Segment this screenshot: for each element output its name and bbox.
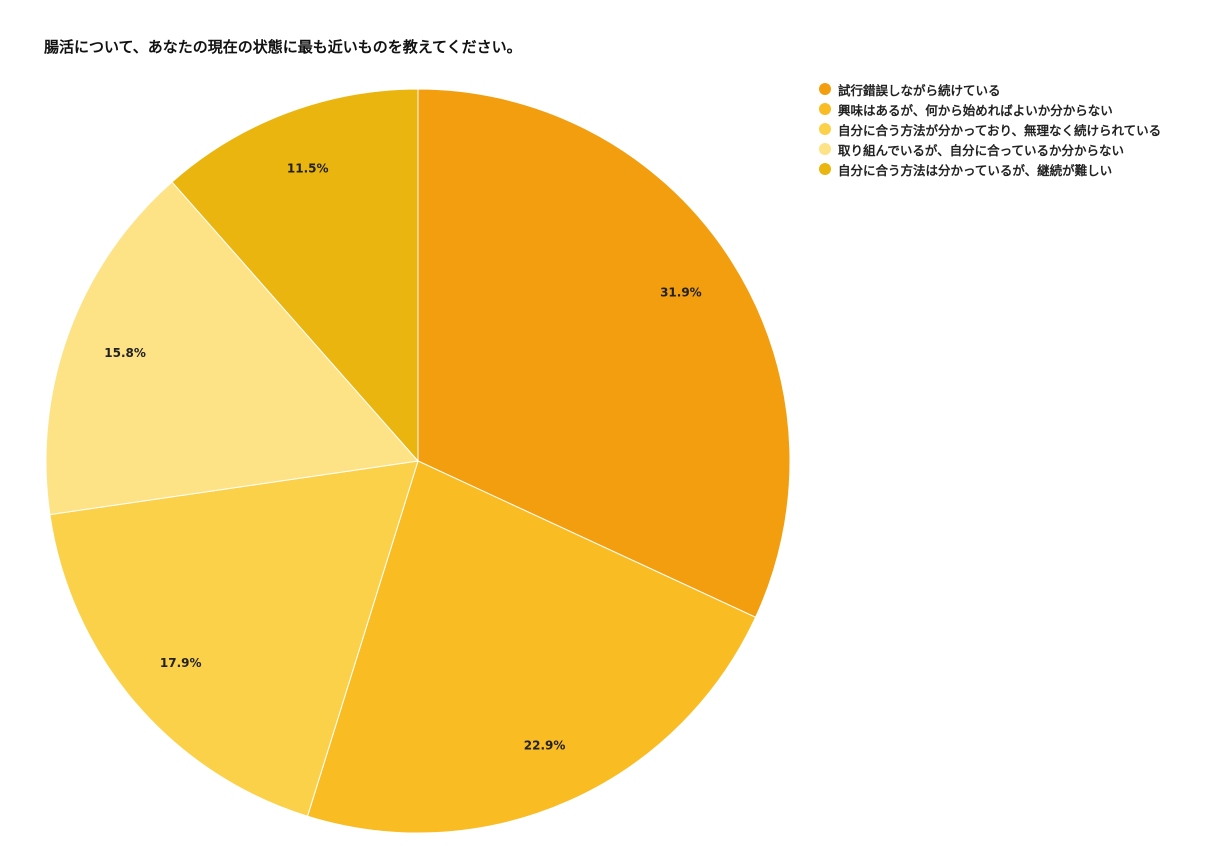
legend: 試行錯誤しながら続けている 興味はあるが、何から始めればよいか分からない 自分に合う…	[819, 79, 1161, 179]
legend-item-3: 自分に合う方法が分かっており、無理なく続けられている	[819, 119, 1161, 139]
legend-label: 自分に合う方法が分かっており、無理なく続けられている	[838, 122, 1162, 138]
legend-label: 興味はあるが、何から始めればよいか分からない	[838, 102, 1113, 118]
pie-slice-2	[306, 460, 757, 834]
legend-swatch-icon	[819, 163, 831, 175]
legend-swatch-icon	[819, 143, 831, 155]
pie-labels: 31.9% 22.9% 17.9% 15.8% 11.5%	[104, 162, 701, 753]
legend-label: 自分に合う方法は分かっているが、継続が難しい	[838, 162, 1113, 178]
slice-value-label-3: 17.9%	[160, 656, 202, 670]
legend-item-2: 興味はあるが、何から始めればよいか分からない	[819, 99, 1161, 119]
slice-value-label-1: 31.9%	[660, 285, 702, 299]
legend-label: 試行錯誤しながら続けている	[838, 82, 1001, 98]
pie-slice-4	[45, 181, 419, 516]
chart-title: 腸活について、あなたの現在の状態に最も近いものを教えてください。	[44, 38, 522, 56]
legend-label: 取り組んでいるが、自分に合っているか分からない	[838, 142, 1125, 158]
legend-swatch-icon	[819, 123, 831, 135]
pie-slice-1	[417, 88, 791, 618]
legend-swatch-icon	[819, 83, 831, 95]
pie-slices	[45, 88, 791, 834]
slice-value-label-5: 11.5%	[287, 162, 329, 176]
legend-swatch-icon	[819, 103, 831, 115]
slice-value-label-2: 22.9%	[524, 739, 566, 753]
slice-value-label-4: 15.8%	[104, 346, 146, 360]
pie-slice-3	[49, 460, 419, 817]
legend-item-5: 自分に合う方法は分かっているが、継続が難しい	[819, 159, 1161, 179]
pie-slice-5	[171, 88, 419, 463]
legend-item-1: 試行錯誤しながら続けている	[819, 79, 1161, 99]
legend-item-4: 取り組んでいるが、自分に合っているか分からない	[819, 139, 1161, 159]
